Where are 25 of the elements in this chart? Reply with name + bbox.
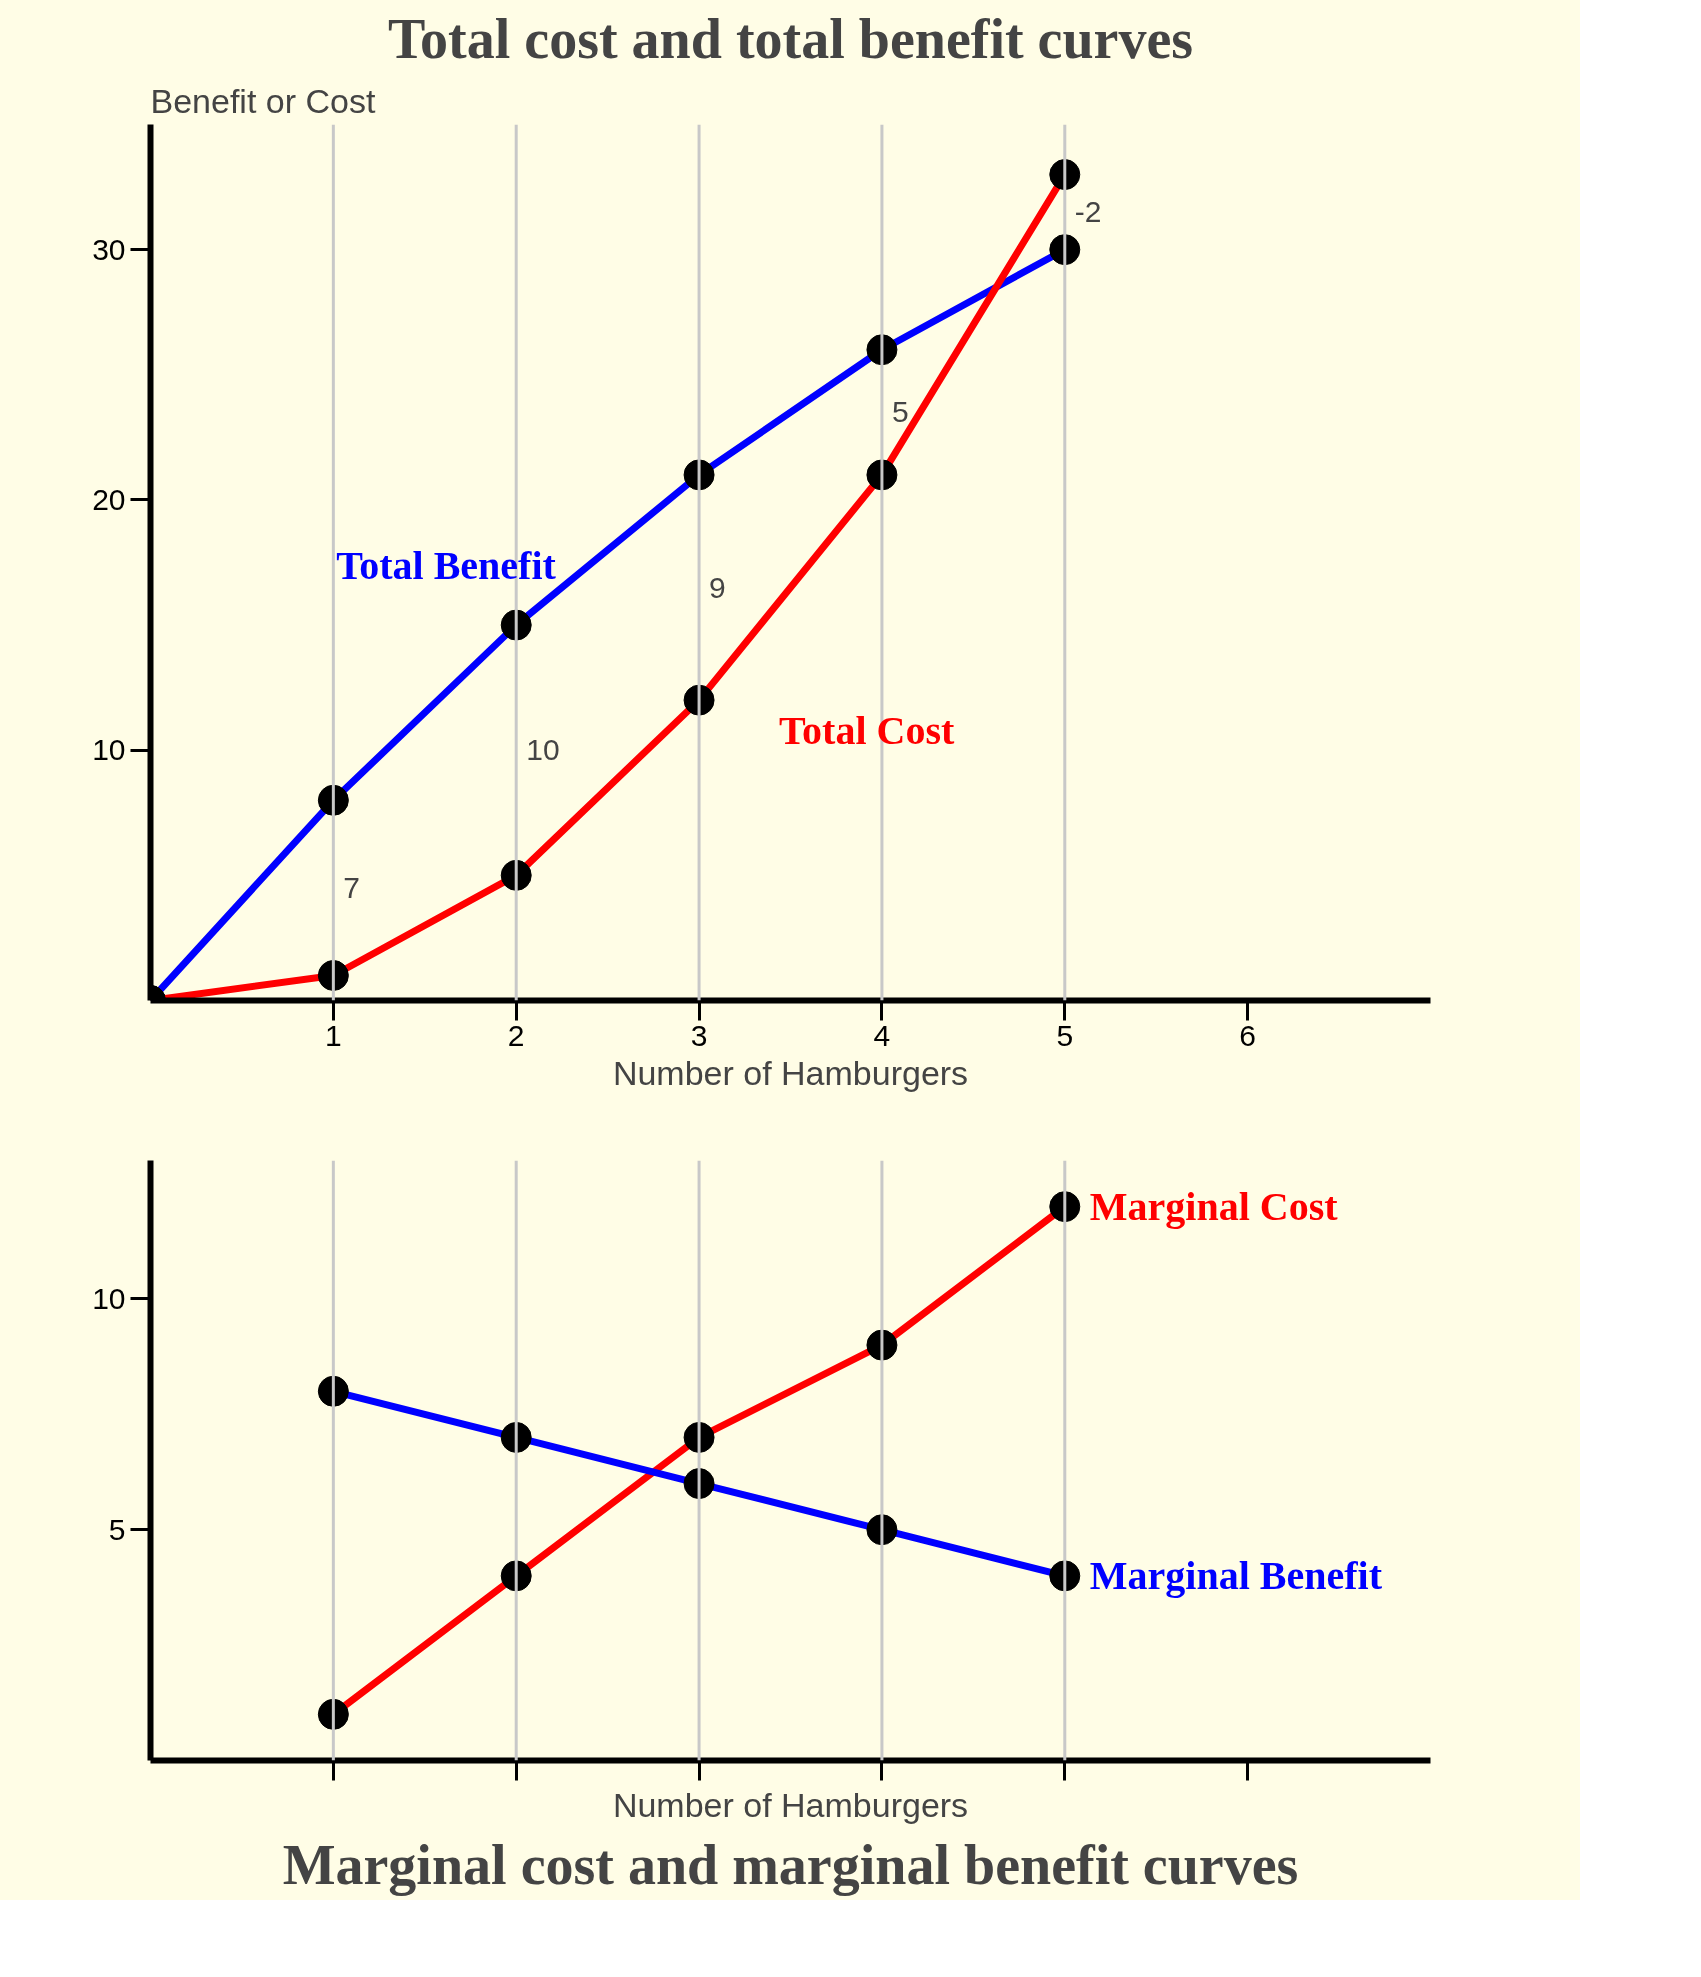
y-tick-label: 30 [92,232,126,266]
text: Marginal cost and marginal benefit curves [282,1833,1299,1896]
x-axis-title: Number of Hamburgers [612,1785,969,1824]
series-label: Marginal Benefit [1089,1553,1383,1599]
y-tick-label: 5 [108,1512,126,1546]
x-axis-title: Number of Hamburgers [612,1053,969,1092]
x-tick-label: 6 [1239,1018,1256,1052]
x-tick-label: 4 [873,1018,891,1052]
annotation: 9 [709,570,726,604]
annotation: 5 [891,395,909,429]
series-label: Total Cost [779,707,955,753]
y-tick-label: 10 [92,733,126,767]
annotation: 10 [526,733,560,767]
y-tick-label: 20 [92,482,126,516]
x-tick-label: 1 [325,1018,342,1052]
annotation: -2 [1074,195,1102,229]
x-tick-label: 2 [507,1018,525,1052]
series-label: Total Benefit [336,542,557,588]
y-tick-label: 10 [92,1281,126,1315]
x-tick-label: 3 [690,1018,708,1052]
series-label: Marginal Cost [1089,1184,1339,1230]
annotation: 7 [343,870,361,904]
y-axis-title: Benefit or Cost [150,81,376,120]
x-tick-label: 5 [1056,1018,1074,1052]
chart-title: Total cost and total benefit curves [387,7,1194,70]
